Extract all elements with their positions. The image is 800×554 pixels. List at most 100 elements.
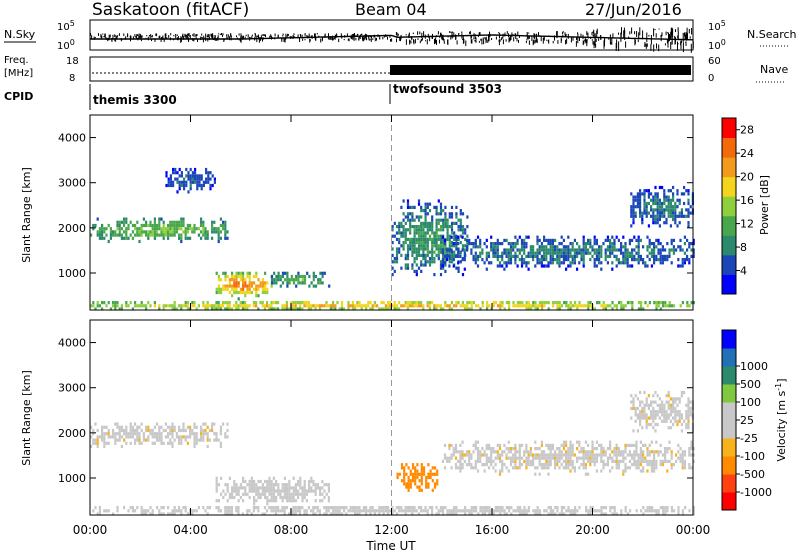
data-cell (125, 441, 128, 445)
nsearch-point (474, 36, 476, 39)
data-cell (661, 403, 664, 407)
data-cell (647, 201, 650, 206)
data-cell (520, 456, 524, 460)
nsearch-point (154, 38, 156, 42)
data-cell (635, 447, 638, 451)
nsearch-point (582, 40, 584, 46)
data-cell (195, 432, 198, 436)
data-cell (263, 304, 266, 308)
data-cell (461, 248, 464, 252)
data-cell (273, 281, 276, 285)
data-cell (470, 301, 473, 305)
data-cell (514, 509, 517, 513)
data-cell (512, 301, 515, 305)
data-cell (171, 223, 174, 228)
data-cell (468, 307, 471, 311)
data-cell (395, 506, 398, 510)
data-cell (635, 251, 638, 255)
data-cell (178, 223, 181, 228)
data-cell (171, 435, 174, 439)
data-cell (219, 428, 222, 433)
data-cell (411, 212, 414, 216)
data-cell (645, 426, 648, 430)
nsearch-point (330, 38, 332, 41)
data-cell (479, 509, 482, 513)
nsearch-point (182, 34, 183, 38)
data-cell (521, 301, 524, 305)
data-cell (631, 456, 634, 460)
data-cell (354, 304, 357, 308)
data-cell (532, 245, 535, 249)
data-cell (310, 304, 313, 308)
data-cell (538, 248, 541, 252)
data-cell (464, 512, 467, 516)
data-cell (646, 506, 649, 510)
data-cell (679, 238, 682, 242)
nsearch-point (586, 31, 588, 36)
data-cell (650, 410, 653, 414)
data-cell (476, 264, 480, 268)
data-cell (470, 456, 473, 460)
data-cell (92, 304, 95, 308)
data-cell (589, 238, 592, 242)
data-cell (393, 221, 396, 225)
data-cell (314, 506, 317, 510)
data-cell (231, 294, 234, 298)
power-colorbar-tick-label: 8 (740, 241, 747, 254)
data-cell (125, 236, 128, 240)
data-cell (476, 440, 480, 444)
data-cell (264, 290, 267, 295)
data-cell (261, 301, 264, 305)
data-cell (107, 301, 110, 305)
data-cell (560, 304, 563, 308)
data-cell (147, 509, 150, 513)
data-cell (219, 223, 222, 228)
data-cell (450, 456, 453, 460)
data-cell (420, 244, 423, 248)
data-cell (136, 435, 139, 439)
data-cell (654, 217, 657, 222)
data-cell (120, 428, 123, 433)
data-cell (492, 301, 495, 305)
data-cell (437, 218, 440, 222)
data-cell (492, 242, 495, 246)
data-cell (299, 509, 302, 513)
data-cell (403, 479, 406, 483)
data-cell (634, 419, 637, 423)
data-cell (600, 261, 603, 265)
data-cell (184, 506, 187, 510)
data-cell (316, 486, 319, 490)
data-cell (224, 236, 227, 240)
data-cell (442, 253, 445, 257)
nsearch-point (115, 35, 117, 37)
data-cell (191, 177, 194, 181)
data-cell (200, 174, 203, 178)
data-cell (195, 425, 198, 429)
data-cell (340, 506, 343, 510)
data-cell (406, 506, 409, 510)
nsearch-point (91, 35, 93, 40)
data-cell (250, 284, 253, 288)
data-cell (175, 435, 178, 439)
data-cell (235, 271, 238, 275)
data-cell (180, 438, 183, 442)
data-cell (101, 230, 104, 234)
data-cell (194, 171, 197, 175)
data-cell (403, 482, 406, 486)
data-cell (620, 304, 623, 308)
data-cell (125, 233, 128, 237)
data-cell (123, 438, 126, 442)
nsearch-point (260, 35, 262, 40)
data-cell (632, 403, 635, 407)
data-cell (149, 512, 152, 516)
data-cell (424, 244, 427, 248)
nsearch-point (310, 35, 312, 37)
data-cell (639, 390, 642, 395)
data-cell (457, 251, 460, 255)
data-cell (624, 443, 627, 447)
data-cell (147, 428, 150, 433)
data-cell (494, 506, 497, 510)
data-cell (149, 304, 152, 308)
data-cell (151, 233, 154, 237)
data-cell (639, 403, 642, 407)
